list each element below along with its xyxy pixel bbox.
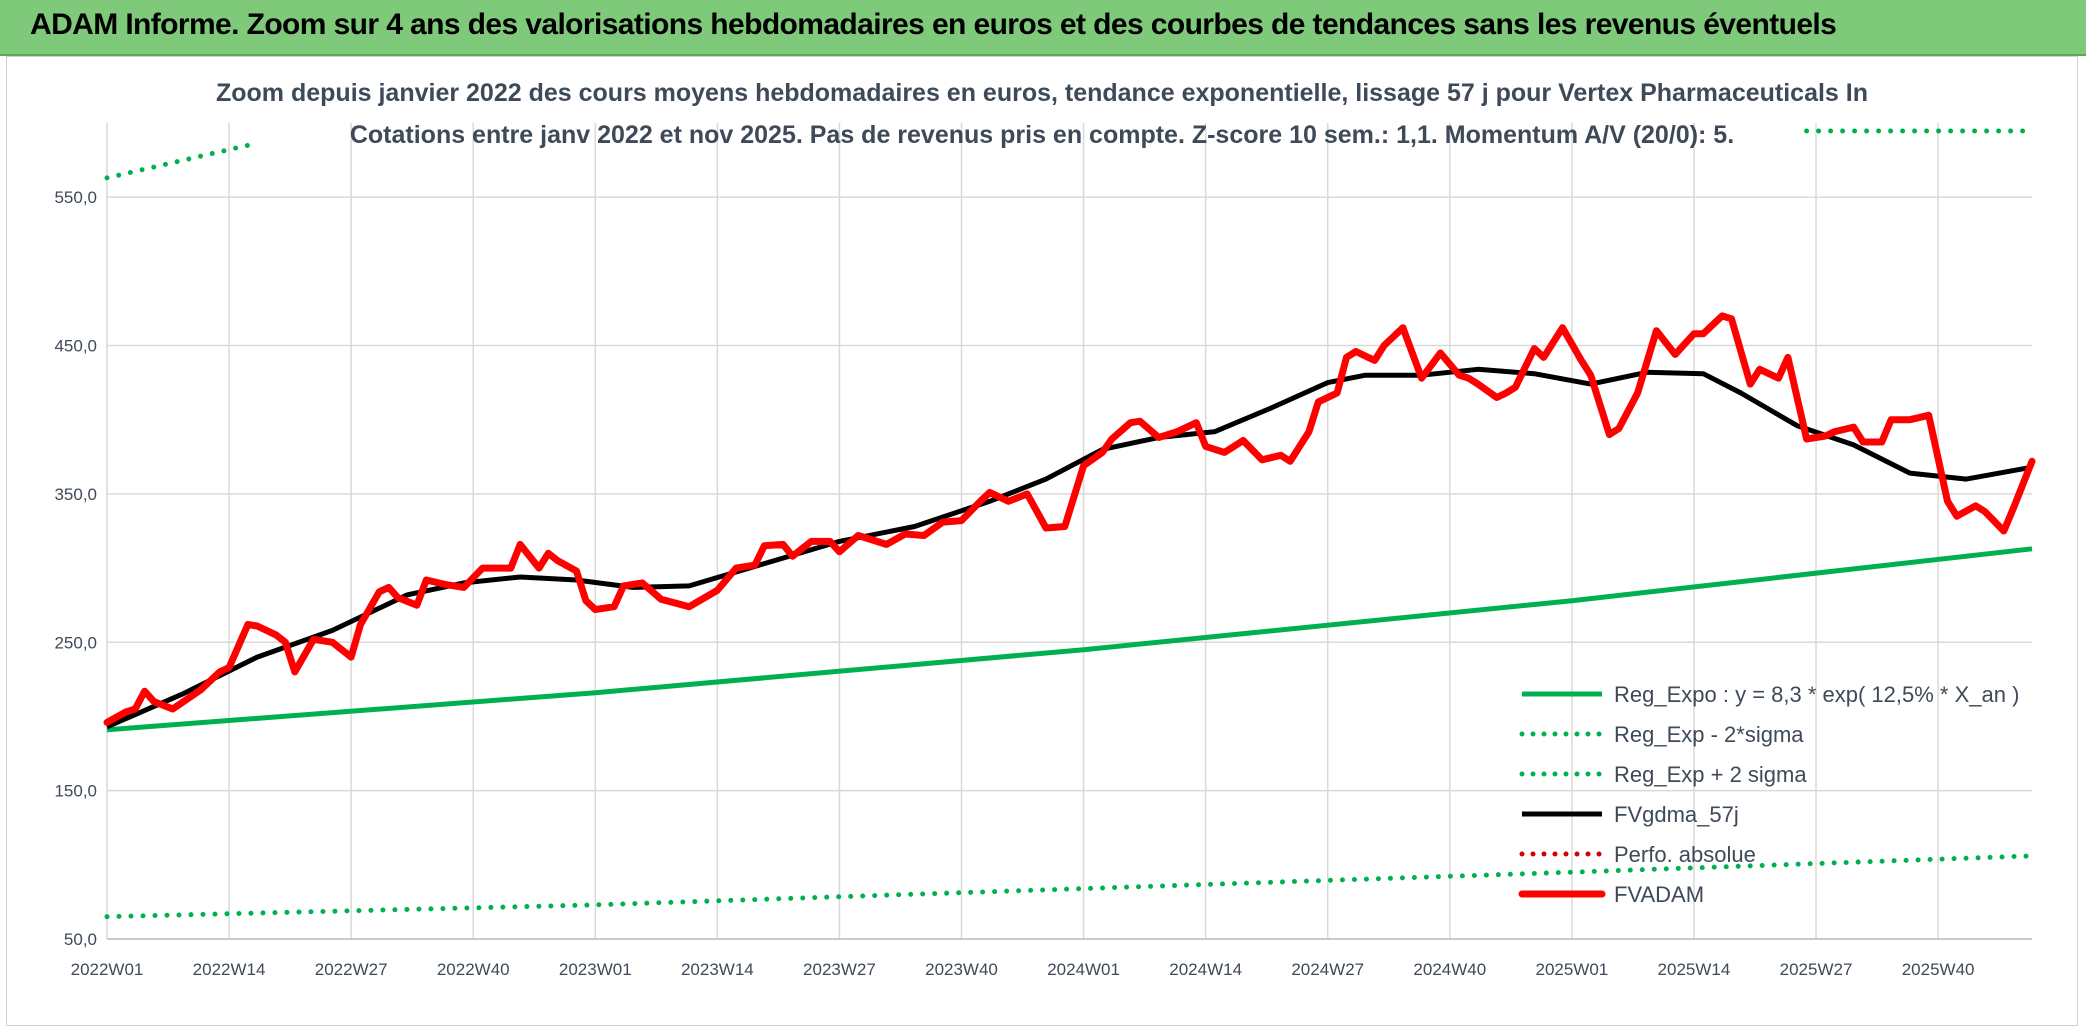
x-tick-label: 2023W27	[803, 960, 876, 979]
axes: 550,0 450,0 350,0 250,0 150,0 50,0 2022W01 2022…	[54, 188, 2032, 979]
y-tick-label: 250,0	[54, 633, 97, 652]
x-tick-label: 2023W01	[559, 960, 632, 979]
x-tick-label: 2022W01	[71, 960, 144, 979]
chart-title: Zoom depuis janvier 2022 des cours moyen…	[216, 79, 1868, 107]
x-tick-label: 2022W40	[437, 960, 510, 979]
x-tick-label: 2024W14	[1169, 960, 1242, 979]
x-tick-label: 2025W01	[1535, 960, 1608, 979]
x-tick-label: 2023W40	[925, 960, 998, 979]
legend-entry: Perfo. absolue	[1614, 842, 1756, 867]
x-tick-label: 2022W14	[193, 960, 266, 979]
x-tick-label: 2025W14	[1658, 960, 1731, 979]
report-title: ADAM Informe. Zoom sur 4 ans des valoris…	[30, 8, 1837, 41]
x-tick-label: 2024W27	[1291, 960, 1364, 979]
x-tick-label: 2024W40	[1413, 960, 1486, 979]
chart-frame: 550,0 450,0 350,0 250,0 150,0 50,0 2022W01 2022…	[6, 56, 2078, 1026]
series-fvgdma-57j	[106, 366, 2033, 730]
report-header: ADAM Informe. Zoom sur 4 ans des valoris…	[0, 0, 2086, 56]
chart-subtitle: Cotations entre janv 2022 et nov 2025. P…	[350, 121, 1734, 149]
legend-entry: FVADAM	[1614, 882, 1704, 907]
y-tick-label: 150,0	[54, 782, 97, 801]
series-fvadam	[103, 312, 2036, 726]
y-tick-label: 350,0	[54, 485, 97, 504]
series-reg-exp-2-sigma	[104, 853, 2035, 920]
x-tick-label: 2023W14	[681, 960, 754, 979]
x-tick-label: 2024W01	[1047, 960, 1120, 979]
grid	[106, 123, 2032, 940]
x-tick-label: 2022W27	[315, 960, 388, 979]
y-tick-label: 50,0	[64, 930, 97, 949]
legend: Reg_Expo : y = 8,3 * exp( 12,5% * X_an )…	[1518, 682, 2019, 907]
y-tick-label: 450,0	[54, 337, 97, 356]
legend-entry: Reg_Exp - 2*sigma	[1614, 722, 1804, 747]
series-reg-exp-2-sigma	[104, 142, 251, 181]
legend-entry: Reg_Exp + 2 sigma	[1614, 762, 1807, 787]
weekly-valuation-chart: 550,0 450,0 350,0 250,0 150,0 50,0 2022W01 2022…	[54, 79, 2036, 979]
series-group	[103, 128, 2036, 920]
x-tick-label: 2025W27	[1780, 960, 1853, 979]
y-tick-label: 550,0	[54, 188, 97, 207]
legend-entry: FVgdma_57j	[1614, 802, 1739, 827]
x-tick-label: 2025W40	[1902, 960, 1975, 979]
legend-entry: Reg_Expo : y = 8,3 * exp( 12,5% * X_an )	[1614, 682, 2019, 707]
series-reg-expo-y-8-3-exp-12-5-x-an	[106, 546, 2033, 733]
